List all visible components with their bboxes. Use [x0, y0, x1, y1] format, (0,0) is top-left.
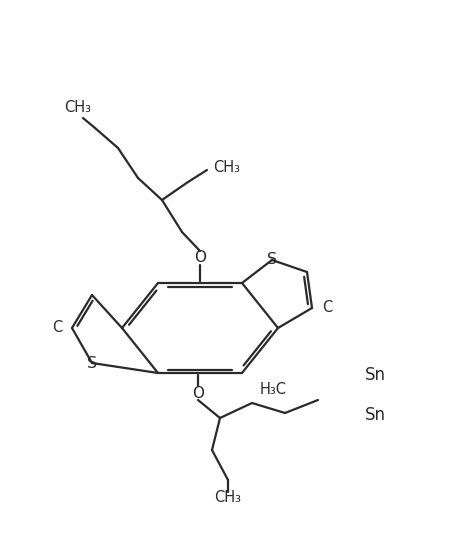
Text: Sn: Sn	[365, 406, 386, 424]
Text: O: O	[192, 386, 204, 400]
Text: H₃C: H₃C	[260, 382, 287, 398]
Text: S: S	[267, 252, 277, 267]
Text: S: S	[87, 355, 97, 371]
Text: C: C	[52, 321, 62, 336]
Text: O: O	[194, 250, 206, 266]
Text: CH₃: CH₃	[214, 491, 241, 505]
Text: CH₃: CH₃	[213, 161, 240, 175]
Text: Sn: Sn	[365, 366, 386, 384]
Text: C: C	[322, 300, 332, 316]
Text: CH₃: CH₃	[65, 101, 92, 115]
